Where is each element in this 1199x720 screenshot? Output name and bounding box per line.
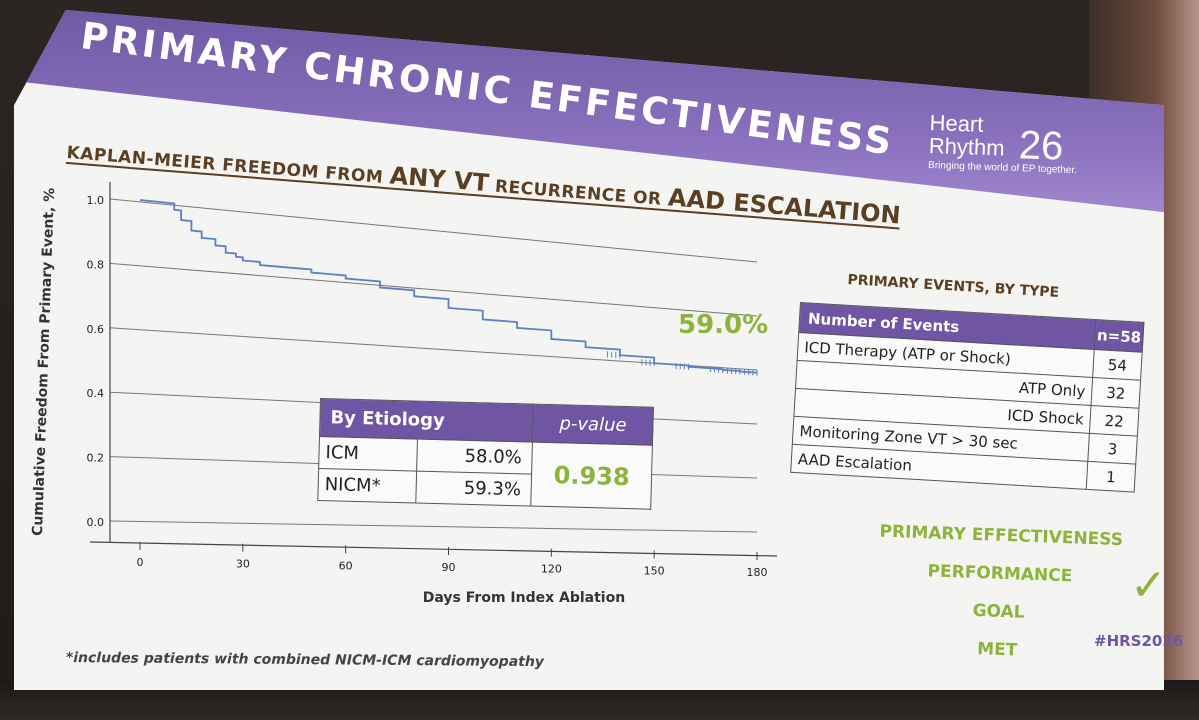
etiology-label: NICM* (317, 468, 417, 504)
y-tick-label: 0.0 (87, 516, 105, 529)
checkmark-icon: ✓ (1130, 560, 1167, 611)
km-survival-line (139, 199, 758, 374)
events-header-n: n=58 (1094, 319, 1144, 353)
gridline-y (109, 198, 758, 263)
x-axis-line (89, 541, 778, 557)
event-count: 1 (1086, 461, 1136, 493)
survival-percent-annotation: 59.0% (678, 310, 768, 340)
x-tick-label: 180 (747, 566, 768, 579)
y-tick-label: 0.2 (87, 452, 105, 465)
event-count: 54 (1092, 349, 1143, 381)
series-layer (139, 199, 758, 376)
event-count: 22 (1089, 405, 1139, 437)
x-axis-label: Days From Index Ablation (423, 590, 625, 606)
x-tick-label: 90 (442, 561, 456, 574)
gridline-y (109, 262, 758, 317)
pvalue-header: p-value (532, 404, 654, 446)
etiology-value: 59.3% (415, 471, 532, 507)
x-tick-label: 0 (137, 556, 144, 569)
gridline-y (109, 520, 758, 533)
y-tick-label: 0.4 (87, 387, 105, 400)
etiology-table: By Etiology p-value ICM 58.0% 0.938 NICM… (317, 398, 654, 510)
gridline-y (109, 327, 758, 371)
x-tick-label: 150 (644, 564, 665, 577)
pvalue: 0.938 (531, 442, 653, 510)
primary-events-table: Number of Events n=58 ICD Therapy (ATP o… (790, 302, 1144, 493)
etiology-label: ICM (318, 436, 418, 472)
x-tick-label: 60 (339, 559, 353, 572)
y-tick-label: 0.8 (87, 258, 105, 271)
axis-layer: 0.0 0.2 0.4 0.6 0.8 1.0 0 30 60 90 120 150 180 (87, 182, 778, 579)
x-tick-label: 30 (236, 558, 250, 571)
y-tick-label: 0.6 (87, 323, 105, 336)
y-tick-label: 1.0 (87, 194, 105, 207)
hashtag: #HRS2026 (1094, 632, 1184, 650)
etiology-value: 58.0% (416, 439, 533, 475)
y-axis-label: Cumulative Freedom From Primary Event, % (30, 188, 58, 537)
event-count: 32 (1091, 377, 1141, 409)
x-tick-label: 120 (541, 563, 562, 576)
event-count: 3 (1087, 433, 1138, 465)
etiology-header: By Etiology (319, 398, 534, 443)
